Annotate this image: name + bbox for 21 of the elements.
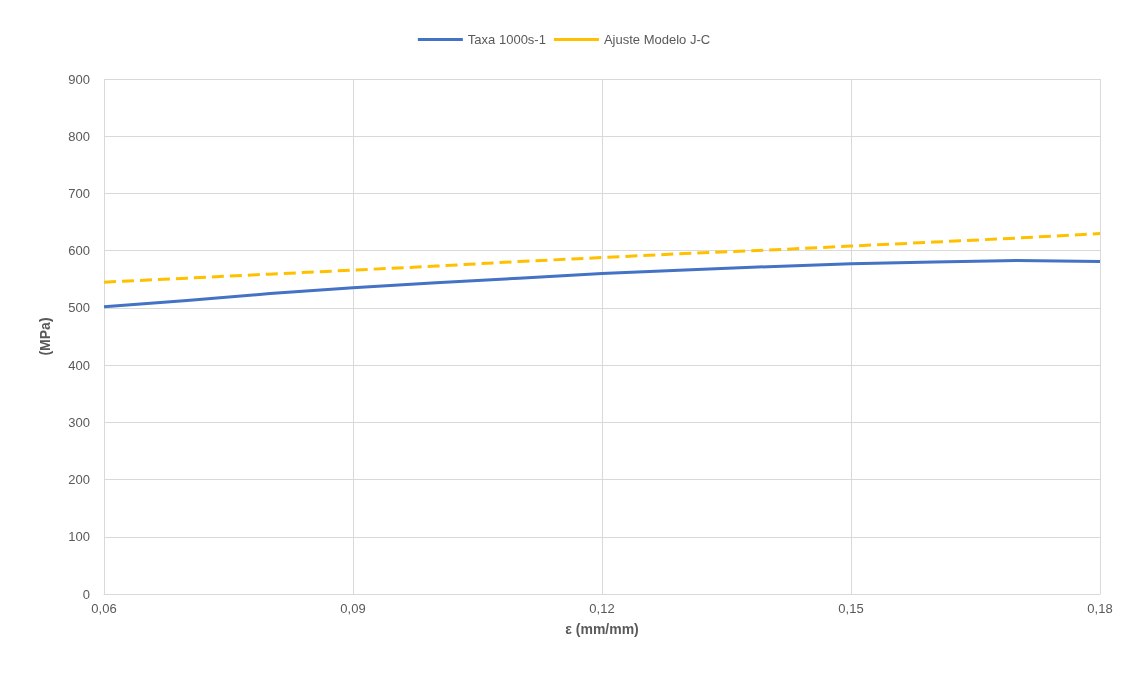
- y-tick-label: 400: [68, 357, 90, 373]
- y-axis-title: (MPa): [37, 317, 53, 356]
- y-tick-label: 300: [68, 414, 90, 430]
- line-series: [102, 232, 1102, 284]
- x-tick-label: 0,15: [838, 601, 864, 616]
- y-tick-label: 200: [68, 472, 90, 488]
- x-tick-label: 0,09: [340, 601, 366, 616]
- legend-label: Ajuste Modelo J-C: [603, 32, 711, 47]
- legend-label: Taxa 1000s-1: [467, 32, 546, 47]
- line-series: [102, 258, 1102, 309]
- y-tick-label: 0: [82, 586, 90, 602]
- y-tick-label: 600: [68, 243, 90, 259]
- x-axis-title: ε (mm/mm): [565, 621, 639, 637]
- x-tick-label: 0,06: [91, 601, 117, 616]
- y-tick-label: 500: [68, 300, 90, 316]
- y-tick-label: 700: [68, 185, 90, 201]
- y-tick-label: 100: [68, 529, 90, 545]
- x-tick-label: 0,12: [589, 601, 615, 616]
- x-tick-label: 0,18: [1087, 601, 1113, 616]
- y-tick-label: 800: [68, 128, 90, 144]
- y-tick-label: 900: [68, 71, 90, 87]
